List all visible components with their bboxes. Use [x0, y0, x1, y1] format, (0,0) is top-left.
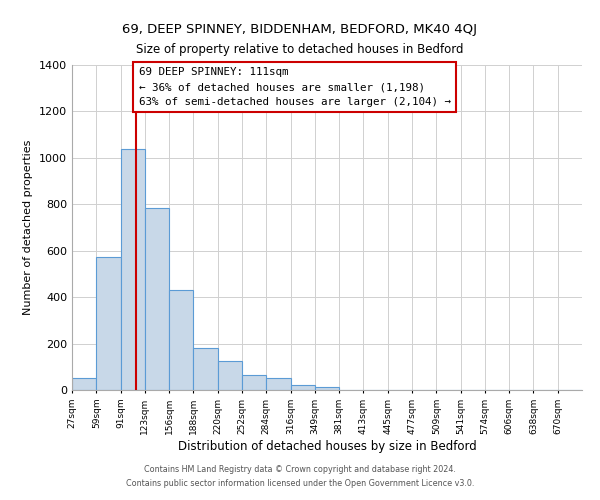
X-axis label: Distribution of detached houses by size in Bedford: Distribution of detached houses by size …: [178, 440, 476, 452]
Bar: [96, 256, 121, 390]
Bar: [242, 375, 266, 390]
Text: Size of property relative to detached houses in Bedford: Size of property relative to detached ho…: [136, 42, 464, 56]
Bar: [169, 290, 193, 390]
Y-axis label: Number of detached properties: Number of detached properties: [23, 140, 34, 315]
Text: 69 DEEP SPINNEY: 111sqm
← 36% of detached houses are smaller (1,198)
63% of semi: 69 DEEP SPINNEY: 111sqm ← 36% of detache…: [139, 68, 451, 107]
Bar: [193, 348, 218, 390]
Bar: [145, 208, 169, 390]
Text: 69, DEEP SPINNEY, BIDDENHAM, BEDFORD, MK40 4QJ: 69, DEEP SPINNEY, BIDDENHAM, BEDFORD, MK…: [122, 22, 478, 36]
Bar: [218, 361, 242, 390]
Text: Contains HM Land Registry data © Crown copyright and database right 2024.
Contai: Contains HM Land Registry data © Crown c…: [126, 466, 474, 487]
Bar: [72, 378, 96, 390]
Bar: [315, 386, 339, 390]
Bar: [121, 148, 145, 390]
Bar: [266, 378, 290, 390]
Bar: [290, 385, 315, 390]
